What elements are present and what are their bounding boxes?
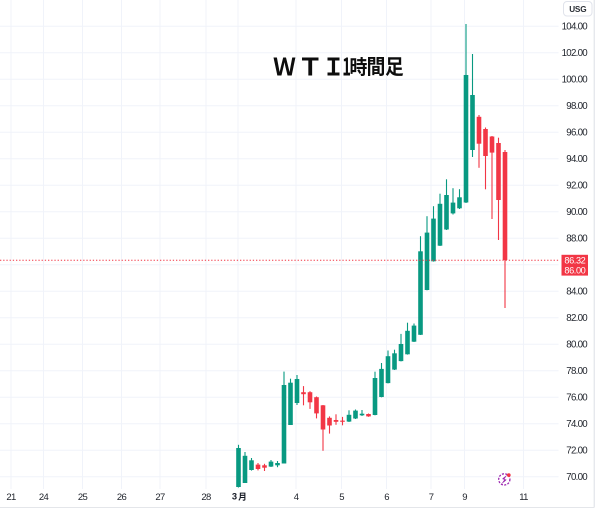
svg-text:80.00: 80.00	[566, 340, 588, 351]
svg-text:28: 28	[201, 492, 211, 503]
svg-text:82.00: 82.00	[566, 313, 588, 324]
svg-text:6: 6	[384, 492, 389, 503]
svg-text:26: 26	[117, 492, 127, 503]
svg-text:86.00: 86.00	[564, 265, 585, 275]
svg-text:98.00: 98.00	[566, 101, 588, 112]
svg-text:11: 11	[519, 492, 528, 503]
svg-text:9: 9	[462, 492, 467, 503]
svg-text:76.00: 76.00	[566, 393, 588, 404]
svg-text:78.00: 78.00	[566, 366, 588, 377]
svg-text:72.00: 72.00	[566, 446, 588, 457]
svg-text:5: 5	[339, 492, 344, 503]
svg-text:24: 24	[39, 492, 49, 503]
svg-text:92.00: 92.00	[566, 181, 588, 192]
svg-text:88.00: 88.00	[566, 234, 588, 245]
svg-text:21: 21	[6, 492, 16, 503]
svg-text:USG: USG	[569, 5, 586, 14]
svg-text:27: 27	[155, 492, 165, 503]
svg-text:70.00: 70.00	[566, 472, 588, 483]
svg-text:104.00: 104.00	[562, 22, 589, 33]
svg-text:94.00: 94.00	[566, 154, 588, 165]
svg-text:96.00: 96.00	[566, 128, 588, 139]
svg-text:4: 4	[294, 492, 299, 503]
svg-text:3: 3	[232, 492, 237, 502]
svg-text:100.00: 100.00	[562, 75, 589, 86]
svg-text:74.00: 74.00	[566, 419, 588, 430]
svg-text:90.00: 90.00	[566, 207, 588, 218]
svg-text:7: 7	[429, 492, 434, 503]
svg-text:102.00: 102.00	[562, 48, 589, 59]
svg-text:25: 25	[78, 492, 88, 503]
svg-text:84.00: 84.00	[566, 287, 588, 298]
svg-text:86.32: 86.32	[564, 256, 585, 266]
